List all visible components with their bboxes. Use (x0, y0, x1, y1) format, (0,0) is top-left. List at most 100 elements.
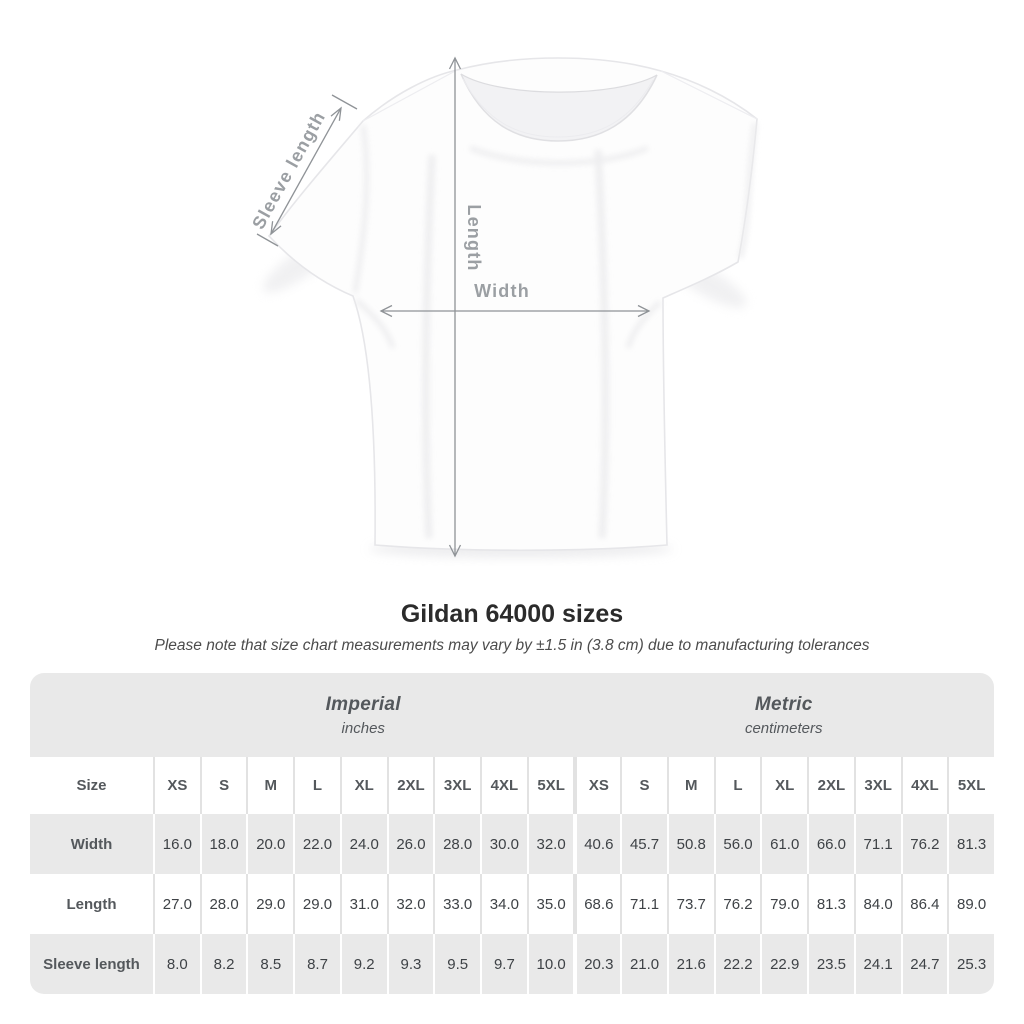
size-guide-page: Length Width Sleeve length Gildan 64000 … (30, 56, 994, 994)
value-cell: 8.0 (153, 934, 200, 994)
value-cell: 56.0 (713, 814, 761, 874)
size-col-metric-m: M (666, 757, 714, 814)
tshirt-diagram-svg: Length Width Sleeve length (248, 56, 758, 558)
tshirt-collar (460, 73, 658, 142)
value-cell: 20.3 (573, 934, 621, 994)
value-cell: 26.0 (386, 814, 434, 874)
value-cell: 29.0 (246, 874, 294, 934)
imperial-group-header: Imperial inches (153, 673, 574, 757)
value-cell: 89.0 (947, 874, 994, 934)
value-cell: 9.5 (433, 934, 481, 994)
value-cell: 21.6 (666, 934, 714, 994)
metric-group-unit: centimeters (744, 719, 823, 737)
value-cell: 30.0 (480, 814, 527, 874)
width-arrow (379, 304, 651, 318)
size-col-imperial-m: M (246, 757, 294, 814)
length-arrow (448, 56, 462, 558)
value-cell: 61.0 (760, 814, 808, 874)
value-cell: 84.0 (853, 874, 901, 934)
band-corner (30, 673, 153, 757)
value-cell: 8.7 (293, 934, 340, 994)
value-cell: 32.0 (386, 874, 434, 934)
shirt-measurement-diagram: Length Width Sleeve length (248, 56, 758, 558)
value-cell: 35.0 (526, 874, 574, 934)
table-row-length: Length 27.0 28.0 29.0 29.0 31.0 32.0 33.… (30, 874, 994, 934)
value-cell: 81.3 (807, 874, 854, 934)
value-cell: 73.7 (666, 874, 714, 934)
size-col-imperial-s: S (199, 757, 247, 814)
length-label: Length (464, 204, 484, 271)
metric-group-title: Metric (754, 693, 813, 715)
value-cell: 33.0 (433, 874, 481, 934)
value-cell: 66.0 (807, 814, 854, 874)
size-col-imperial-4xl: 4XL (480, 757, 527, 814)
value-cell: 24.1 (853, 934, 901, 994)
size-corner-label: Size (30, 757, 153, 814)
value-cell: 29.0 (293, 874, 340, 934)
value-cell: 22.2 (713, 934, 761, 994)
value-cell: 21.0 (620, 934, 667, 994)
value-cell: 40.6 (573, 814, 621, 874)
value-cell: 76.2 (713, 874, 761, 934)
value-cell: 18.0 (199, 814, 247, 874)
value-cell: 22.9 (760, 934, 808, 994)
value-cell: 16.0 (153, 814, 200, 874)
size-chart-table-container: Imperial inches Metric centimeters Size … (30, 673, 994, 994)
size-col-metric-3xl: 3XL (853, 757, 901, 814)
value-cell: 8.2 (199, 934, 247, 994)
size-chart-table: Imperial inches Metric centimeters Size … (30, 673, 994, 994)
value-cell: 9.3 (386, 934, 434, 994)
sleeve-length-arrow (256, 94, 358, 247)
value-cell: 31.0 (339, 874, 387, 934)
size-col-imperial-2xl: 2XL (386, 757, 434, 814)
size-col-metric-l: L (713, 757, 761, 814)
tshirt-graphic (267, 57, 758, 552)
value-cell: 71.1 (853, 814, 901, 874)
value-cell: 24.0 (339, 814, 387, 874)
value-cell: 76.2 (900, 814, 948, 874)
size-col-metric-4xl: 4XL (900, 757, 948, 814)
value-cell: 81.3 (947, 814, 994, 874)
imperial-group-title: Imperial (325, 693, 401, 715)
size-header-row: Size XS S M L XL 2XL 3XL 4XL 5XL XS S M … (30, 757, 994, 814)
value-cell: 45.7 (620, 814, 667, 874)
value-cell: 20.0 (246, 814, 294, 874)
value-cell: 71.1 (620, 874, 667, 934)
value-cell: 10.0 (526, 934, 574, 994)
tolerance-note: Please note that size chart measurements… (154, 637, 870, 654)
shirt-creases (352, 122, 758, 539)
value-cell: 9.7 (480, 934, 527, 994)
value-cell: 86.4 (900, 874, 948, 934)
imperial-group-unit: inches (341, 719, 385, 737)
size-col-metric-xl: XL (760, 757, 808, 814)
table-row-sleeve-length: Sleeve length 8.0 8.2 8.5 8.7 9.2 9.3 9.… (30, 934, 994, 994)
chart-title: Gildan 64000 sizes (400, 600, 624, 628)
row-label-sleeve-length: Sleeve length (30, 934, 153, 994)
width-label: Width (474, 281, 530, 301)
value-cell: 50.8 (666, 814, 714, 874)
value-cell: 9.2 (339, 934, 387, 994)
value-cell: 23.5 (807, 934, 854, 994)
size-col-metric-s: S (620, 757, 667, 814)
row-label-length: Length (30, 874, 153, 934)
value-cell: 32.0 (526, 814, 574, 874)
value-cell: 28.0 (433, 814, 481, 874)
value-cell: 22.0 (293, 814, 340, 874)
size-col-imperial-xs: XS (153, 757, 200, 814)
table-row-width: Width 16.0 18.0 20.0 22.0 24.0 26.0 28.0… (30, 814, 994, 874)
shoulder-seams (362, 69, 758, 122)
value-cell: 34.0 (480, 874, 527, 934)
value-cell: 27.0 (153, 874, 200, 934)
row-label-width: Width (30, 814, 153, 874)
value-cell: 79.0 (760, 874, 808, 934)
value-cell: 25.3 (947, 934, 994, 994)
value-cell: 8.5 (246, 934, 294, 994)
value-cell: 28.0 (199, 874, 247, 934)
size-col-metric-xs: XS (573, 757, 621, 814)
size-col-metric-2xl: 2XL (807, 757, 854, 814)
size-col-imperial-3xl: 3XL (433, 757, 481, 814)
metric-group-header: Metric centimeters (573, 673, 994, 757)
size-col-imperial-5xl: 5XL (526, 757, 574, 814)
size-col-imperial-l: L (293, 757, 340, 814)
value-cell: 68.6 (573, 874, 621, 934)
